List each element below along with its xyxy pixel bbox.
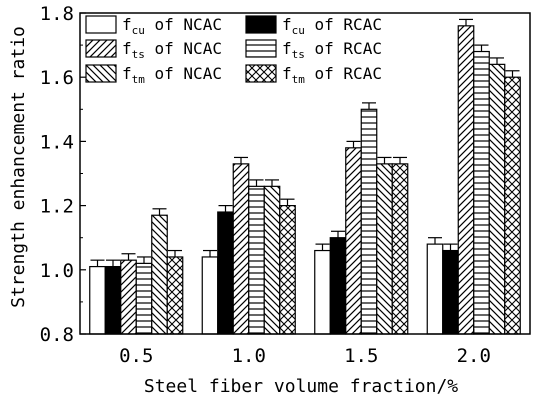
bar-3-2 — [232, 163, 250, 335]
bar-5-1 — [151, 214, 168, 335]
legend-swatch-3 — [85, 39, 117, 58]
legend-label-1: fcu of NCAC — [122, 15, 222, 37]
y-tick-label-4: 1.4 — [40, 131, 74, 153]
y-tick-label-2: 1.0 — [40, 260, 74, 282]
bar-2-1 — [104, 265, 122, 335]
bar-3-1 — [120, 259, 137, 335]
x-tick-label-2: 1.0 — [232, 345, 266, 367]
bar-6-1 — [166, 256, 184, 335]
bar-2-3 — [329, 237, 347, 335]
legend: fcu of NCAC fcu of RCAC fts of NCAC fts of … — [85, 15, 382, 86]
legend-swatch-1 — [85, 15, 117, 34]
axes: 0.5 1.0 1.5 2.0 0.8 1.0 1.2 1.4 1.6 1.8 — [40, 3, 531, 367]
x-tick-label-3: 1.5 — [344, 345, 378, 367]
bar-1-4 — [426, 243, 444, 335]
y-tick-label-1: 0.8 — [40, 324, 74, 346]
y-axis-title: Strength enhancement ratio — [8, 26, 29, 308]
bar-6-3 — [391, 163, 409, 335]
bar-1-3 — [314, 249, 331, 335]
bar-6-4 — [504, 76, 521, 335]
bar-3-4 — [457, 25, 475, 335]
y-tick-label-6: 1.8 — [40, 3, 74, 25]
legend-label-4: fts of RCAC — [282, 39, 382, 61]
legend-swatch-4 — [245, 39, 277, 58]
legend-label-5: ftm of NCAC — [122, 64, 222, 86]
bar-4-1 — [135, 262, 153, 335]
x-tick-label-4: 2.0 — [457, 345, 491, 367]
legend-label-2: fcu of RCAC — [282, 15, 382, 37]
bar-6-2 — [279, 205, 296, 335]
bar-5-4 — [488, 63, 506, 335]
bar-1-2 — [201, 256, 219, 335]
bar-4-2 — [248, 185, 265, 335]
legend-label-3: fts of NCAC — [122, 39, 222, 61]
legend-swatch-5 — [85, 64, 117, 83]
bar-2-2 — [217, 211, 234, 335]
legend-swatch-2 — [245, 15, 277, 34]
bar-4-3 — [360, 108, 378, 335]
bar-3-3 — [345, 147, 362, 335]
y-tick-label-3: 1.2 — [40, 196, 74, 218]
bar-5-3 — [376, 163, 393, 335]
x-tick-label-1: 0.5 — [119, 345, 153, 367]
bar-4-4 — [473, 50, 490, 335]
bar-5-2 — [263, 185, 281, 335]
legend-label-6: ftm of RCAC — [282, 64, 382, 86]
y-tick-label-5: 1.6 — [40, 67, 74, 89]
legend-swatch-6 — [245, 64, 277, 83]
bar-2-4 — [442, 249, 459, 335]
bar-1-1 — [89, 265, 106, 335]
x-axis-title: Steel fiber volume fraction/% — [144, 376, 458, 397]
